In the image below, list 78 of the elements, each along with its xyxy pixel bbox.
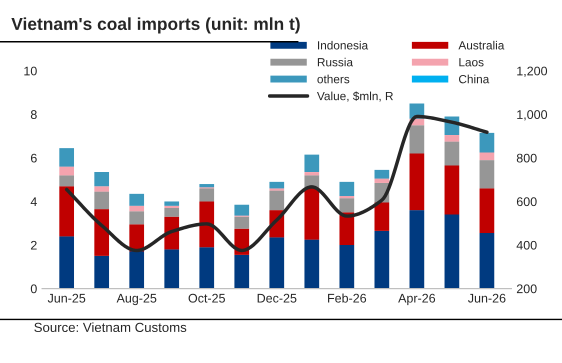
bar	[374, 178, 390, 183]
bar	[480, 188, 494, 234]
bar	[94, 256, 110, 289]
legend-label: China	[459, 74, 490, 84]
bar	[199, 188, 214, 202]
bar	[129, 206, 144, 212]
y2-tick-label: 600	[516, 197, 537, 206]
bar	[269, 237, 284, 289]
bar	[304, 154, 320, 172]
bar	[444, 142, 460, 166]
y2-tick-label: 400	[516, 240, 537, 250]
x-tick-label: Jun-26	[468, 294, 506, 303]
bar	[94, 186, 110, 192]
bar	[374, 170, 390, 179]
bar	[269, 188, 284, 191]
bar	[59, 236, 74, 289]
bar	[304, 188, 320, 240]
bar	[164, 249, 180, 289]
bar	[480, 132, 494, 152]
bar	[164, 208, 180, 217]
bar	[94, 172, 110, 186]
x-tick-label: Jun-25	[48, 294, 86, 303]
bar	[304, 172, 320, 176]
bar	[59, 186, 74, 236]
chart-title: Vietnam's coal imports (unit: mln t)	[11, 17, 300, 34]
bar	[199, 201, 214, 248]
bar	[480, 233, 494, 289]
bar	[410, 154, 424, 210]
x-tick-label: Dec-25	[258, 294, 296, 303]
bar	[234, 254, 250, 289]
source-note: Source: Vietnam Customs	[34, 322, 186, 332]
x-tick-label: Feb-26	[328, 293, 366, 303]
y-tick-label: 6	[30, 154, 37, 163]
bar	[374, 230, 390, 289]
bar	[304, 240, 320, 289]
bar	[410, 210, 424, 289]
bar	[234, 216, 250, 229]
bar	[339, 182, 354, 196]
bar	[164, 201, 180, 206]
y-tick-label: 4	[30, 197, 37, 206]
bar	[59, 166, 74, 176]
y-tick-label: 10	[24, 66, 37, 76]
bar	[129, 211, 144, 224]
bar	[339, 198, 354, 212]
legend-label: Value, $mln, R	[316, 91, 393, 102]
y2-tick-label: 1,200	[517, 66, 548, 77]
legend-label: Indonesia	[318, 40, 368, 50]
bar	[94, 192, 110, 210]
y2-tick-label: 1,000	[517, 110, 548, 120]
bar	[199, 247, 214, 289]
bar	[59, 175, 74, 186]
legend-label: others	[317, 74, 350, 84]
bar	[374, 202, 390, 231]
legend-label: Russia	[318, 58, 354, 66]
bar	[444, 135, 460, 142]
bar	[129, 252, 144, 289]
x-tick-label: Apr-26	[398, 294, 436, 306]
y-tick-label: 2	[30, 240, 37, 250]
y-tick-label: 0	[30, 284, 37, 294]
y2-tick-label: 800	[516, 154, 537, 163]
y2-tick-label: 200	[516, 284, 537, 294]
bar	[444, 214, 460, 289]
y-tick-label: 8	[30, 110, 37, 119]
bar	[339, 245, 354, 289]
bar	[199, 184, 214, 188]
bar	[269, 190, 284, 210]
bar	[234, 204, 250, 216]
bar	[269, 182, 284, 188]
bar	[129, 194, 144, 206]
bar	[480, 160, 494, 188]
x-tick-label: Aug-25	[116, 294, 156, 306]
bar	[444, 166, 460, 215]
legend-label: Australia	[458, 40, 504, 50]
bar	[59, 148, 74, 167]
bar	[410, 125, 424, 154]
bar	[480, 152, 494, 160]
x-tick-label: Oct-25	[188, 294, 225, 303]
legend-label: Laos	[459, 58, 484, 66]
